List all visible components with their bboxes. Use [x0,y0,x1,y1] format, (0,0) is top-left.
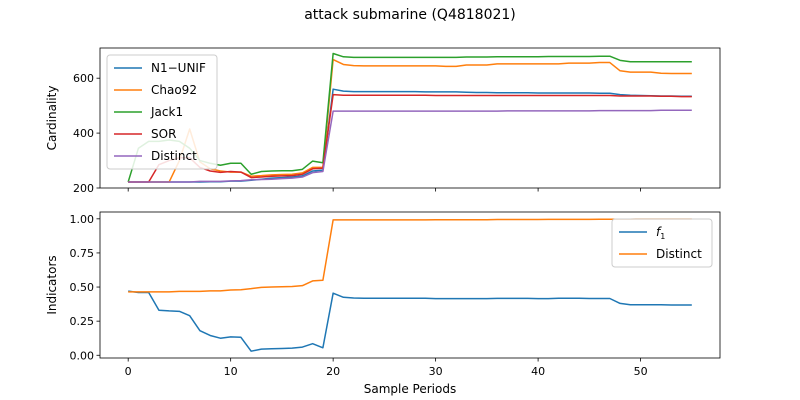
x-tick-label: 0 [125,365,132,378]
series-lines [127,52,692,183]
series-line-2 [127,52,692,183]
y-axis-label: Cardinality [45,86,59,151]
series-lines [128,218,692,352]
series-line-0 [128,290,692,352]
y-tick-label: 600 [73,72,94,85]
legend: N1−UNIF Chao92 Jack1 SOR Distinct [106,54,218,170]
legend-label-1: Chao92 [151,83,197,97]
series-line-3 [128,93,692,183]
figure-title: attack submarine (Q4818021) [304,7,516,23]
legend-label-3: SOR [151,127,176,141]
y-tick-label: 0.00 [70,349,95,362]
legend-label-1: Distinct [656,247,702,261]
x-tick-label: 40 [531,365,545,378]
legend-box [611,218,713,268]
axes-frame [99,47,721,189]
axes-frame [99,211,721,359]
x-tick-label: 20 [326,365,340,378]
series-line-1 [128,218,692,293]
legend-label-0: N1−UNIF [151,61,206,75]
legend-box [106,54,218,170]
legend-label-2: Jack1 [150,105,183,119]
y-tick-label: 0.50 [70,281,95,294]
x-axis-label: Sample Periods [364,382,456,396]
x-tick-label: 30 [429,365,443,378]
legend: f1 Distinct [611,218,713,268]
y-tick-label: 200 [73,182,94,195]
series-line-1 [128,58,692,183]
y-tick-label: 400 [73,127,94,140]
y-tick-label: 0.75 [70,247,95,260]
x-tick-label: 10 [224,365,238,378]
x-tick-label: 50 [634,365,648,378]
y-tick-label: 0.25 [70,315,95,328]
y-axis-label: Indicators [45,255,59,314]
y-tick-label: 1.00 [70,213,95,226]
indicators-panel: 0 10 20 30 40 50 0.00 0.25 0.50 0.75 1.00 Indicator… [45,211,721,396]
cardinality-panel: 200 400 600 Cardinality N1−UNIF Chao92 Jack1 SO… [45,47,721,195]
legend-label-0: f1 [656,225,665,241]
legend-label-4: Distinct [151,149,197,163]
series-line-4 [128,109,692,183]
